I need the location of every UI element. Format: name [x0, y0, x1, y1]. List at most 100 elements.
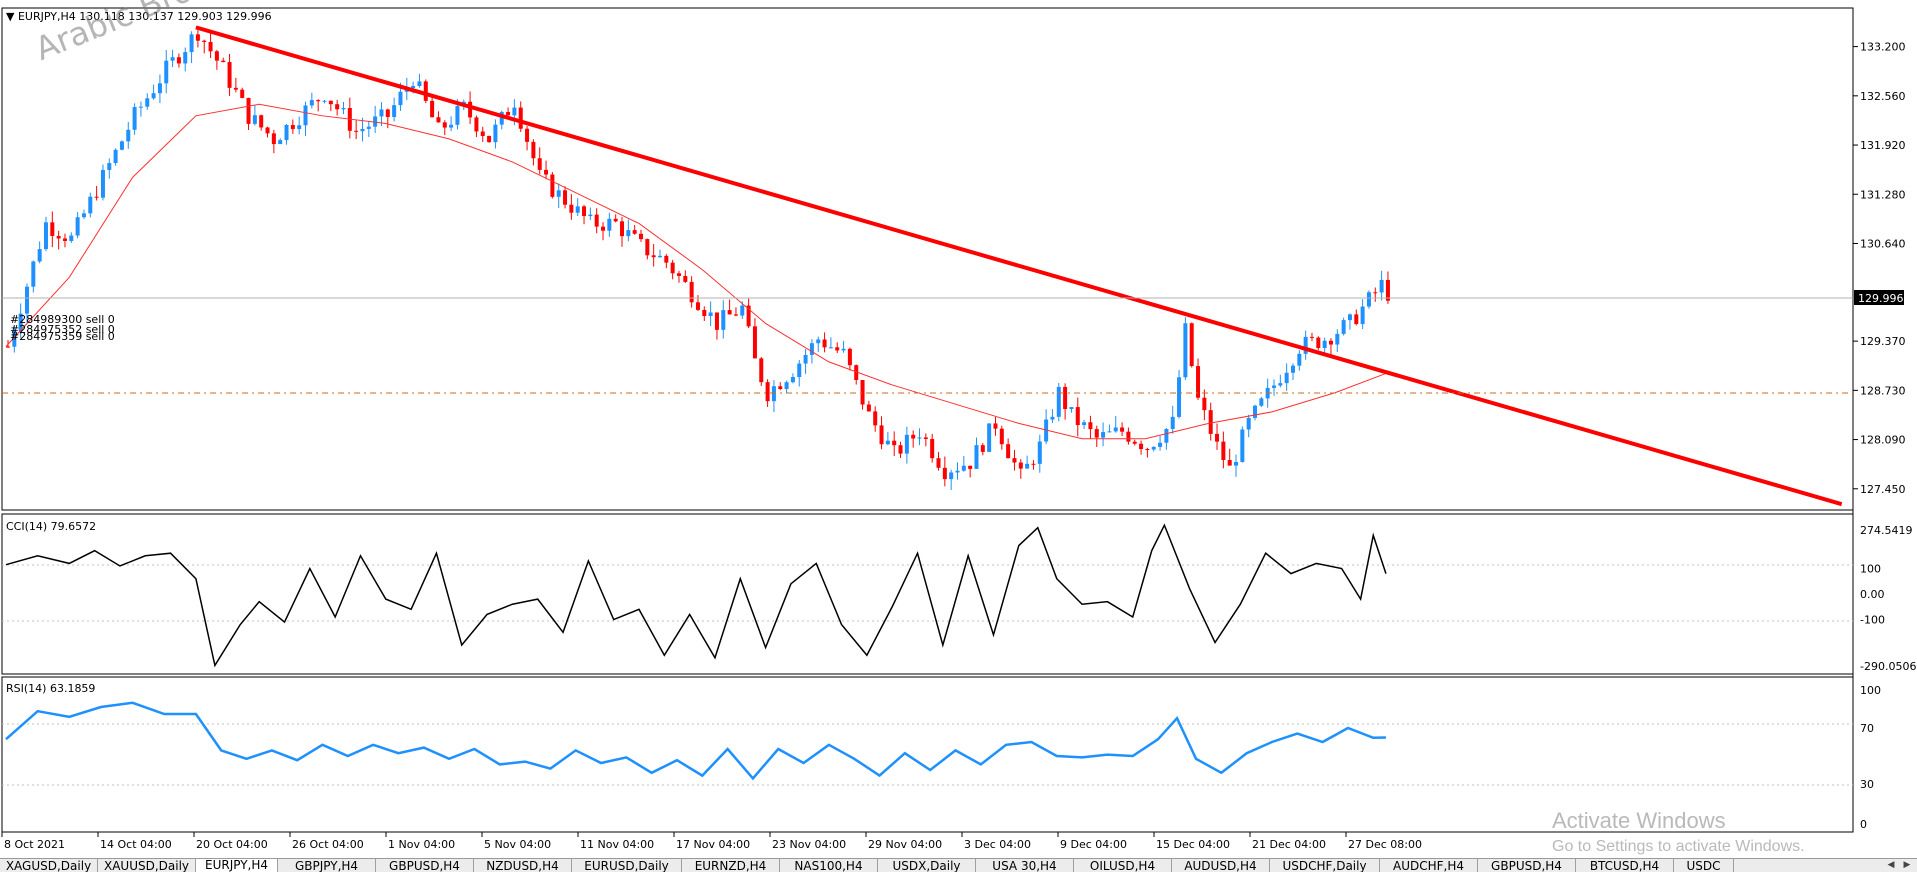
- chart-tab[interactable]: AUDUSD,H4: [1172, 859, 1270, 872]
- cci-line: [5, 523, 1387, 668]
- candle-body: [866, 404, 871, 412]
- candle-body: [828, 347, 833, 349]
- candle-body: [771, 386, 776, 402]
- candle-body: [1366, 292, 1371, 307]
- candle-body: [56, 235, 61, 239]
- candle-body: [1290, 365, 1295, 373]
- candle-body: [176, 57, 181, 64]
- chart-tab[interactable]: EURUSD,Daily: [572, 859, 682, 872]
- cci-tick-label: 100: [1860, 563, 1881, 576]
- chart-tab[interactable]: GBPUSD,H4: [1478, 859, 1576, 872]
- rsi-tick-label: 30: [1860, 778, 1874, 791]
- candle-body: [746, 305, 751, 327]
- candle-body: [525, 128, 530, 142]
- candle-body: [69, 235, 74, 241]
- candle-body: [1234, 461, 1239, 466]
- trendline[interactable]: [195, 25, 1843, 507]
- candle-body: [1101, 432, 1106, 438]
- candle-body: [1183, 323, 1188, 378]
- candle-body: [50, 222, 55, 236]
- candle-body: [898, 445, 903, 454]
- chart-tab[interactable]: USDC: [1674, 859, 1734, 872]
- candle-body: [1347, 314, 1352, 321]
- order-label-3: #284975359 sell 0: [10, 330, 115, 343]
- candle-body: [1151, 446, 1156, 450]
- candle-body: [385, 109, 390, 117]
- chart-tab[interactable]: BTCUSD,H4: [1576, 859, 1674, 872]
- candle-body: [24, 286, 29, 314]
- candle-body: [392, 105, 397, 117]
- candle-body: [740, 305, 745, 316]
- candle-body: [1139, 443, 1144, 450]
- candle-body: [582, 206, 587, 217]
- rsi-axis: 100 70 30 0: [1860, 684, 1881, 831]
- chart-tab[interactable]: NAS100,H4: [780, 859, 878, 872]
- chart-tab[interactable]: XAGUSD,Daily: [0, 859, 98, 872]
- candle-body: [620, 221, 625, 237]
- candle-body: [1113, 427, 1118, 432]
- candle-body: [195, 34, 200, 41]
- candle-body: [784, 382, 789, 390]
- candle-body: [373, 116, 378, 127]
- candle-body: [240, 89, 245, 98]
- candle-body: [980, 445, 985, 452]
- candle-body: [885, 440, 890, 445]
- chart-tab[interactable]: EURJPY,H4: [196, 859, 278, 872]
- candle-body: [714, 312, 719, 330]
- chart-tab[interactable]: GBPUSD,H4: [376, 859, 474, 872]
- candle-body: [601, 226, 606, 231]
- candle-body: [518, 107, 523, 129]
- chart-tab[interactable]: AUDCHF,H4: [1380, 859, 1478, 872]
- candle-body: [126, 129, 131, 142]
- chart-tab[interactable]: XAUUSD,Daily: [98, 859, 196, 872]
- chart-tab[interactable]: USA 30,H4: [976, 859, 1074, 872]
- candle-body: [1050, 416, 1055, 420]
- candle-body: [987, 423, 992, 452]
- candle-body: [354, 130, 359, 132]
- candle-body: [1335, 333, 1340, 345]
- cci-panel[interactable]: [1, 513, 1854, 675]
- order-label-1: #284989300 sell 0: [10, 313, 115, 326]
- candle-body: [1215, 433, 1220, 442]
- time-tick-label: 23 Nov 04:00: [772, 838, 846, 851]
- price-panel[interactable]: [1, 7, 1854, 511]
- candle-body: [841, 348, 846, 351]
- chart-tab[interactable]: GBPJPY,H4: [278, 859, 376, 872]
- candle-body: [1177, 377, 1182, 417]
- candle-body: [303, 105, 308, 126]
- time-axis: 8 Oct 2021 14 Oct 04:00 20 Oct 04:00 26 Oct…: [1, 832, 1422, 851]
- candle-body: [930, 438, 935, 459]
- time-tick-label: 8 Oct 2021: [4, 838, 65, 851]
- candle-body: [936, 458, 941, 468]
- candle-body: [626, 230, 631, 237]
- tab-scroll-right-icon[interactable]: ▶: [1903, 860, 1911, 870]
- chart-tab[interactable]: USDX,Daily: [878, 859, 976, 872]
- chart-tab[interactable]: OILUSD,H4: [1074, 859, 1172, 872]
- time-tick-label: 20 Oct 04:00: [196, 838, 268, 851]
- candle-body: [259, 115, 264, 128]
- candle-body: [81, 213, 86, 218]
- moving-average-line: [5, 103, 1387, 440]
- chart-tab[interactable]: USDCHF,Daily: [1270, 859, 1380, 872]
- tab-scroll-left-icon[interactable]: ◀: [1887, 860, 1895, 870]
- candle-body: [132, 107, 137, 130]
- price-tick-label: 128.730: [1860, 384, 1906, 397]
- time-tick-label: 29 Nov 04:00: [868, 838, 942, 851]
- chart-tab[interactable]: NZDUSD,H4: [474, 859, 572, 872]
- cci-label: CCI(14) 79.6572: [6, 520, 96, 533]
- candlestick-series: [6, 30, 1390, 491]
- candle-body: [233, 87, 238, 90]
- candle-body: [1354, 314, 1359, 325]
- rsi-panel[interactable]: [1, 676, 1854, 833]
- candle-body: [1221, 441, 1226, 461]
- candle-body: [119, 141, 124, 150]
- price-tick-label: 133.200: [1860, 41, 1906, 54]
- candle-body: [721, 310, 726, 330]
- cci-tick-label: -290.0506: [1860, 660, 1916, 673]
- chart-tab[interactable]: EURNZD,H4: [682, 859, 780, 872]
- rsi-tick-label: 100: [1860, 684, 1881, 697]
- price-tick-label: 129.370: [1860, 335, 1906, 348]
- candle-body: [689, 281, 694, 303]
- candle-body: [341, 108, 346, 110]
